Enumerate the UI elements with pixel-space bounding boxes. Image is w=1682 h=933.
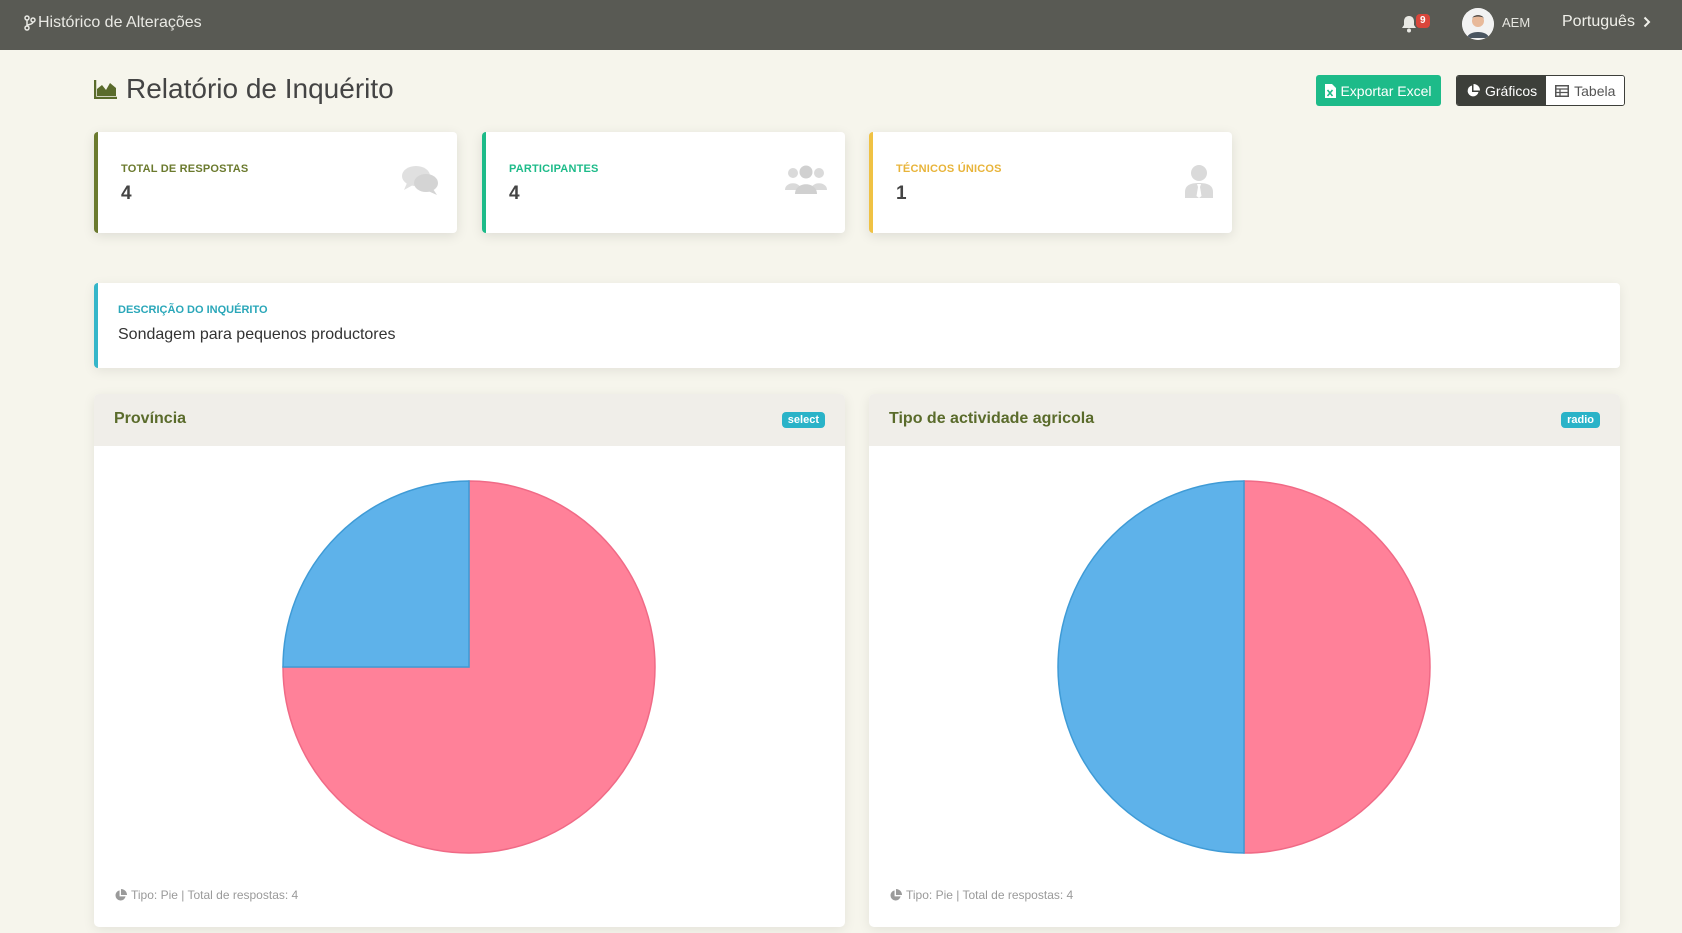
chart-card-tipo-actividade: Tipo de actividade agricola radio Tipo: … bbox=[869, 394, 1620, 927]
file-excel-icon bbox=[1325, 83, 1337, 98]
survey-description-card: DESCRIÇÃO DO INQUÉRITO Sondagem para peq… bbox=[94, 283, 1620, 368]
page-title: Relatório de Inquérito bbox=[94, 73, 394, 105]
avatar[interactable] bbox=[1462, 8, 1494, 40]
chart-card-provincia: Província select Tipo: Pie | Total de re… bbox=[94, 394, 845, 927]
charts-view-label: Gráficos bbox=[1485, 82, 1538, 99]
pie-chart-icon bbox=[115, 888, 127, 901]
pie-chart-icon bbox=[1467, 83, 1480, 96]
chart-header: Tipo de actividade agricola radio bbox=[869, 394, 1620, 446]
user-avatar-icon bbox=[1462, 8, 1494, 40]
pie-chart bbox=[1057, 480, 1431, 854]
table-view-label: Tabela bbox=[1574, 82, 1616, 99]
table-icon bbox=[1555, 84, 1570, 97]
chart-footer-text: Tipo: Pie | Total de respostas: 4 bbox=[131, 888, 299, 902]
chart-footer: Tipo: Pie | Total de respostas: 4 bbox=[114, 888, 298, 902]
user-name[interactable]: AEM bbox=[1502, 15, 1531, 30]
notification-count-badge: 9 bbox=[1416, 14, 1430, 28]
pie-slice-1[interactable] bbox=[282, 480, 470, 668]
stat-card-unique-technicians: TÉCNICOS ÚNICOS 1 bbox=[869, 132, 1232, 233]
chart-footer: Tipo: Pie | Total de respostas: 4 bbox=[889, 888, 1073, 902]
pie-slice-1[interactable] bbox=[1057, 480, 1245, 854]
history-label: Histórico de Alterações bbox=[38, 14, 202, 31]
question-type-badge: select bbox=[781, 412, 825, 428]
chart-footer-text: Tipo: Pie | Total de respostas: 4 bbox=[906, 888, 1074, 902]
language-label: Português bbox=[1562, 13, 1635, 30]
bell-icon bbox=[1402, 16, 1416, 33]
chart-title: Província bbox=[114, 410, 187, 427]
stat-card-participants: PARTICIPANTES 4 bbox=[482, 132, 845, 233]
table-view-button[interactable]: Tabela bbox=[1546, 76, 1625, 105]
notifications-button[interactable]: 9 bbox=[1399, 13, 1433, 35]
description-label: DESCRIÇÃO DO INQUÉRITO bbox=[118, 304, 268, 316]
view-toggle: Gráficos Tabela bbox=[1456, 75, 1626, 106]
code-branch-icon bbox=[24, 15, 36, 31]
history-link[interactable]: Histórico de Alterações bbox=[24, 14, 202, 32]
question-type-badge: radio bbox=[1561, 412, 1600, 428]
user-tie-icon bbox=[1185, 165, 1213, 198]
export-excel-button[interactable]: Exportar Excel bbox=[1316, 75, 1441, 106]
stat-value: 4 bbox=[509, 183, 520, 204]
chart-title: Tipo de actividade agricola bbox=[889, 410, 1095, 427]
pie-chart-icon bbox=[890, 888, 902, 901]
stat-card-total-responses: TOTAL DE RESPOSTAS 4 bbox=[94, 132, 457, 233]
stat-label: TÉCNICOS ÚNICOS bbox=[896, 163, 1002, 175]
stat-value: 1 bbox=[896, 183, 907, 204]
stat-label: TOTAL DE RESPOSTAS bbox=[121, 163, 249, 175]
chart-header: Província select bbox=[94, 394, 845, 446]
area-chart-icon bbox=[94, 80, 117, 99]
page-title-text: Relatório de Inquérito bbox=[126, 73, 394, 104]
export-excel-label: Exportar Excel bbox=[1340, 82, 1432, 99]
description-text: Sondagem para pequenos productores bbox=[118, 326, 396, 343]
comments-icon bbox=[402, 166, 438, 195]
stat-value: 4 bbox=[121, 183, 132, 204]
language-selector[interactable]: Português bbox=[1562, 13, 1651, 31]
users-icon bbox=[785, 165, 827, 194]
chevron-right-icon bbox=[1643, 16, 1651, 28]
charts-view-button[interactable]: Gráficos bbox=[1457, 76, 1547, 105]
top-navbar: Histórico de Alterações 9 AEM Português bbox=[0, 0, 1682, 50]
pie-chart bbox=[282, 480, 656, 854]
pie-slice-0[interactable] bbox=[1243, 480, 1431, 854]
stat-label: PARTICIPANTES bbox=[509, 163, 599, 175]
